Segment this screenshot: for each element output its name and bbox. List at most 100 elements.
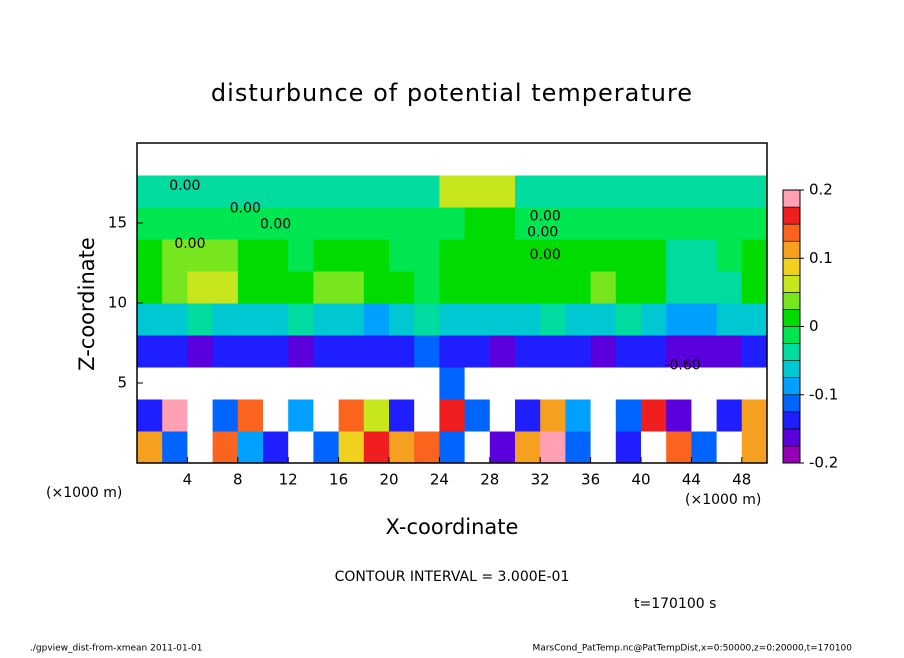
- cell: [565, 271, 592, 304]
- cell: [288, 271, 314, 304]
- y-tick-label: 15: [108, 214, 127, 232]
- cell: [540, 303, 566, 336]
- cell: [162, 431, 188, 464]
- cell: [237, 271, 264, 304]
- cell: [439, 303, 466, 336]
- cell: [439, 335, 466, 368]
- cell: [666, 143, 692, 176]
- cell: [716, 175, 743, 208]
- cell: [389, 175, 415, 208]
- cell: [716, 399, 743, 432]
- cell: [590, 271, 617, 304]
- cell: [590, 431, 617, 464]
- cell: [540, 207, 566, 240]
- cell: [363, 335, 390, 368]
- cell: [489, 239, 516, 272]
- colorbar-tick-label: 0: [809, 317, 819, 335]
- cell: [363, 175, 390, 208]
- cell: [641, 143, 667, 176]
- cell: [590, 239, 617, 272]
- cell: [389, 431, 415, 464]
- cell: [691, 143, 718, 176]
- cell: [565, 399, 592, 432]
- cell: [237, 239, 264, 272]
- cell: [489, 143, 516, 176]
- cell: [162, 207, 188, 240]
- cell: [439, 239, 466, 272]
- cell: [691, 335, 718, 368]
- cell: [212, 431, 239, 464]
- cell: [615, 335, 642, 368]
- colorbar-segment: [782, 377, 801, 396]
- cell: [363, 431, 390, 464]
- cell: [666, 335, 692, 368]
- cell: [137, 175, 163, 208]
- cell: [363, 303, 390, 336]
- cell: [288, 335, 314, 368]
- x-tick-label: 28: [480, 471, 499, 489]
- cell: [540, 239, 566, 272]
- cell: [615, 367, 642, 400]
- cell: [363, 143, 390, 176]
- footer-right: MarsCond_PatTemp.nc@PatTempDist,x=0:5000…: [532, 644, 852, 654]
- cell: [464, 175, 491, 208]
- cell: [590, 335, 617, 368]
- cell: [464, 239, 491, 272]
- cell: [489, 399, 516, 432]
- cell: [741, 335, 768, 368]
- colorbar-segment: [782, 394, 801, 413]
- y-tick-label: 5: [117, 374, 127, 392]
- x-axis-label: X-coordinate: [386, 515, 519, 539]
- cell: [338, 175, 365, 208]
- cell: [212, 143, 239, 176]
- cell: [263, 367, 289, 400]
- x-tick-label: 20: [379, 471, 398, 489]
- chart-title: disturbunce of potential temperature: [211, 79, 693, 107]
- cell: [540, 335, 566, 368]
- cell: [288, 367, 314, 400]
- cell: [187, 335, 214, 368]
- cell: [666, 207, 692, 240]
- cell: [263, 303, 289, 336]
- cell: [565, 335, 592, 368]
- cell: [615, 175, 642, 208]
- cell: [162, 335, 188, 368]
- cell: [313, 175, 340, 208]
- cell: [515, 239, 541, 272]
- colorbar-segment: [782, 292, 801, 310]
- cell: [288, 399, 314, 432]
- cell: [615, 431, 642, 464]
- cell: [414, 303, 440, 336]
- cell: [313, 431, 340, 464]
- cell: [187, 143, 214, 176]
- cell: [641, 303, 667, 336]
- cell: [691, 271, 718, 304]
- cell: [641, 431, 667, 464]
- cell: [691, 431, 718, 464]
- cell: [187, 431, 214, 464]
- cell: [666, 399, 692, 432]
- time-label: t=170100 s: [634, 596, 716, 612]
- x-tick-label: 16: [329, 471, 348, 489]
- cell: [288, 207, 314, 240]
- cell: [590, 367, 617, 400]
- cell: [363, 399, 390, 432]
- cell: [389, 239, 415, 272]
- cell: [515, 399, 541, 432]
- cell: [389, 143, 415, 176]
- contour-label: 0.00: [230, 201, 261, 217]
- cell: [540, 367, 566, 400]
- cell: [489, 207, 516, 240]
- cell: [187, 207, 214, 240]
- cell: [691, 239, 718, 272]
- cell: [515, 431, 541, 464]
- contour-interval: CONTOUR INTERVAL = 3.000E-01: [335, 569, 570, 585]
- cell: [137, 239, 163, 272]
- cell: [187, 239, 214, 272]
- cell: [615, 143, 642, 176]
- cell: [716, 271, 743, 304]
- x-tick-label: 32: [531, 471, 550, 489]
- cell: [641, 271, 667, 304]
- cell: [414, 175, 440, 208]
